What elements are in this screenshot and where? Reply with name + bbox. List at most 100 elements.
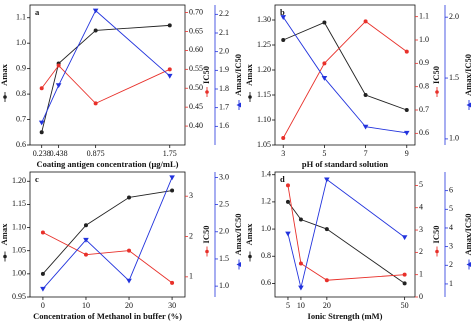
point — [56, 63, 61, 68]
legend-marker — [205, 90, 209, 94]
axis-legend-label: IC50 — [201, 66, 211, 84]
y-tick-label: 1.25 — [257, 40, 271, 49]
plot-frame — [274, 171, 416, 298]
point — [55, 83, 62, 89]
axis-legend-label: Amax/IC50 — [233, 54, 243, 96]
axis-legend-label: Amax/IC50 — [463, 213, 473, 255]
y-tick-label: 0.6 — [261, 278, 271, 287]
point — [403, 130, 410, 136]
x-tick-label: 10 — [82, 301, 90, 310]
plot-frame — [274, 4, 416, 146]
y-tick-label: 1.30 — [257, 15, 271, 24]
axis-legend-label: Amax — [0, 63, 9, 85]
y-tick-label: 1.1 — [16, 13, 26, 22]
y-tick-label: 1 — [189, 272, 193, 281]
point — [402, 272, 407, 277]
point — [363, 19, 368, 24]
x-tick-label: 20 — [125, 301, 133, 310]
y-tick-label: 0.9 — [16, 63, 26, 72]
y-tick-label: 1.0 — [16, 38, 26, 47]
y-tick-label: 2.0 — [219, 46, 229, 55]
axis-legend-label: IC50 — [431, 66, 441, 84]
point — [401, 235, 408, 241]
panel-letter: c — [35, 174, 39, 184]
y-tick-label: 1.10 — [257, 115, 271, 124]
y-tick-label: 1 — [419, 270, 423, 279]
y-tick-label: 3 — [189, 191, 193, 200]
point — [322, 61, 327, 66]
point — [402, 281, 407, 286]
y-tick-label: 1.20 — [257, 65, 271, 74]
y-tick-label: 0.55 — [189, 64, 203, 73]
y-tick-label: 4 — [419, 203, 423, 212]
point — [285, 231, 291, 237]
point — [324, 278, 329, 283]
point — [280, 15, 287, 20]
y-tick-label: 1.8 — [219, 84, 229, 93]
point — [285, 183, 290, 188]
point — [324, 177, 330, 183]
x-axis-label: pH of standard solution — [302, 159, 388, 169]
panel-letter: d — [280, 174, 285, 184]
panel-letter: a — [35, 7, 40, 17]
y-tick-label: 0.6 — [419, 128, 429, 137]
x-tick-label: 0 — [41, 301, 45, 310]
y-tick-label: 1.2 — [261, 197, 271, 206]
y-tick-label: 0.7 — [16, 114, 26, 123]
point — [324, 227, 329, 232]
series-line — [282, 16, 407, 134]
y-tick-label: 2 — [419, 247, 423, 256]
x-tick-label: 5 — [322, 149, 326, 158]
y-tick-label: 1.00 — [12, 269, 26, 278]
series-line — [41, 64, 170, 104]
y-tick-label: 5 — [419, 180, 423, 189]
point — [40, 230, 45, 235]
point — [39, 130, 44, 135]
y-tick-label: 4 — [449, 223, 453, 232]
y-tick-label: 1.0 — [261, 224, 271, 233]
point — [127, 195, 132, 200]
y-tick-label: 1.05 — [12, 246, 26, 255]
y-tick-label: 2.2 — [219, 9, 229, 18]
series-line — [287, 178, 405, 288]
series-line — [282, 20, 408, 139]
y-tick-label: 0.40 — [189, 121, 203, 130]
legend-marker — [435, 90, 439, 94]
point — [93, 101, 98, 106]
series-line — [42, 177, 173, 290]
legend-marker — [236, 102, 241, 108]
y-tick-label: 0.70 — [189, 7, 203, 16]
plot-frame — [29, 4, 186, 146]
point — [363, 93, 368, 97]
x-tick-label: 9 — [405, 149, 409, 158]
series-line — [287, 185, 405, 281]
panel: b 3 5 7 9 pH of standard solution 1.05 1.10 1.15… — [244, 4, 473, 169]
legend-marker — [3, 95, 7, 99]
axis-legend-label: Amax — [244, 63, 254, 85]
y-tick-label: 2 — [189, 231, 193, 240]
point — [322, 20, 327, 25]
x-tick-label: 0.875 — [87, 149, 105, 158]
panel-letter: b — [280, 7, 285, 17]
y-tick-label: 0.9 — [419, 58, 429, 67]
y-tick-label: 1.0 — [419, 35, 429, 44]
point — [83, 223, 88, 228]
y-tick-label: 2.0 — [449, 12, 459, 21]
legend-marker — [236, 262, 241, 267]
y-tick-label: 0.8 — [16, 89, 26, 98]
point — [404, 108, 409, 112]
point — [321, 76, 328, 81]
y-tick-label: 2 — [449, 260, 453, 269]
x-axis-label: Concentration of Methanol in buffer (%) — [33, 311, 182, 321]
point — [298, 217, 303, 222]
y-tick-label: 3 — [449, 241, 453, 250]
axis-legend-label: Amax/IC50 — [233, 213, 243, 255]
axis-legend-label: Amax — [0, 223, 9, 245]
point — [93, 28, 98, 33]
point — [126, 278, 132, 284]
x-tick-label: 3 — [281, 149, 285, 158]
y-tick-label: 1.1 — [419, 11, 429, 20]
x-tick-label: 50 — [401, 301, 409, 310]
series-line — [42, 232, 173, 284]
